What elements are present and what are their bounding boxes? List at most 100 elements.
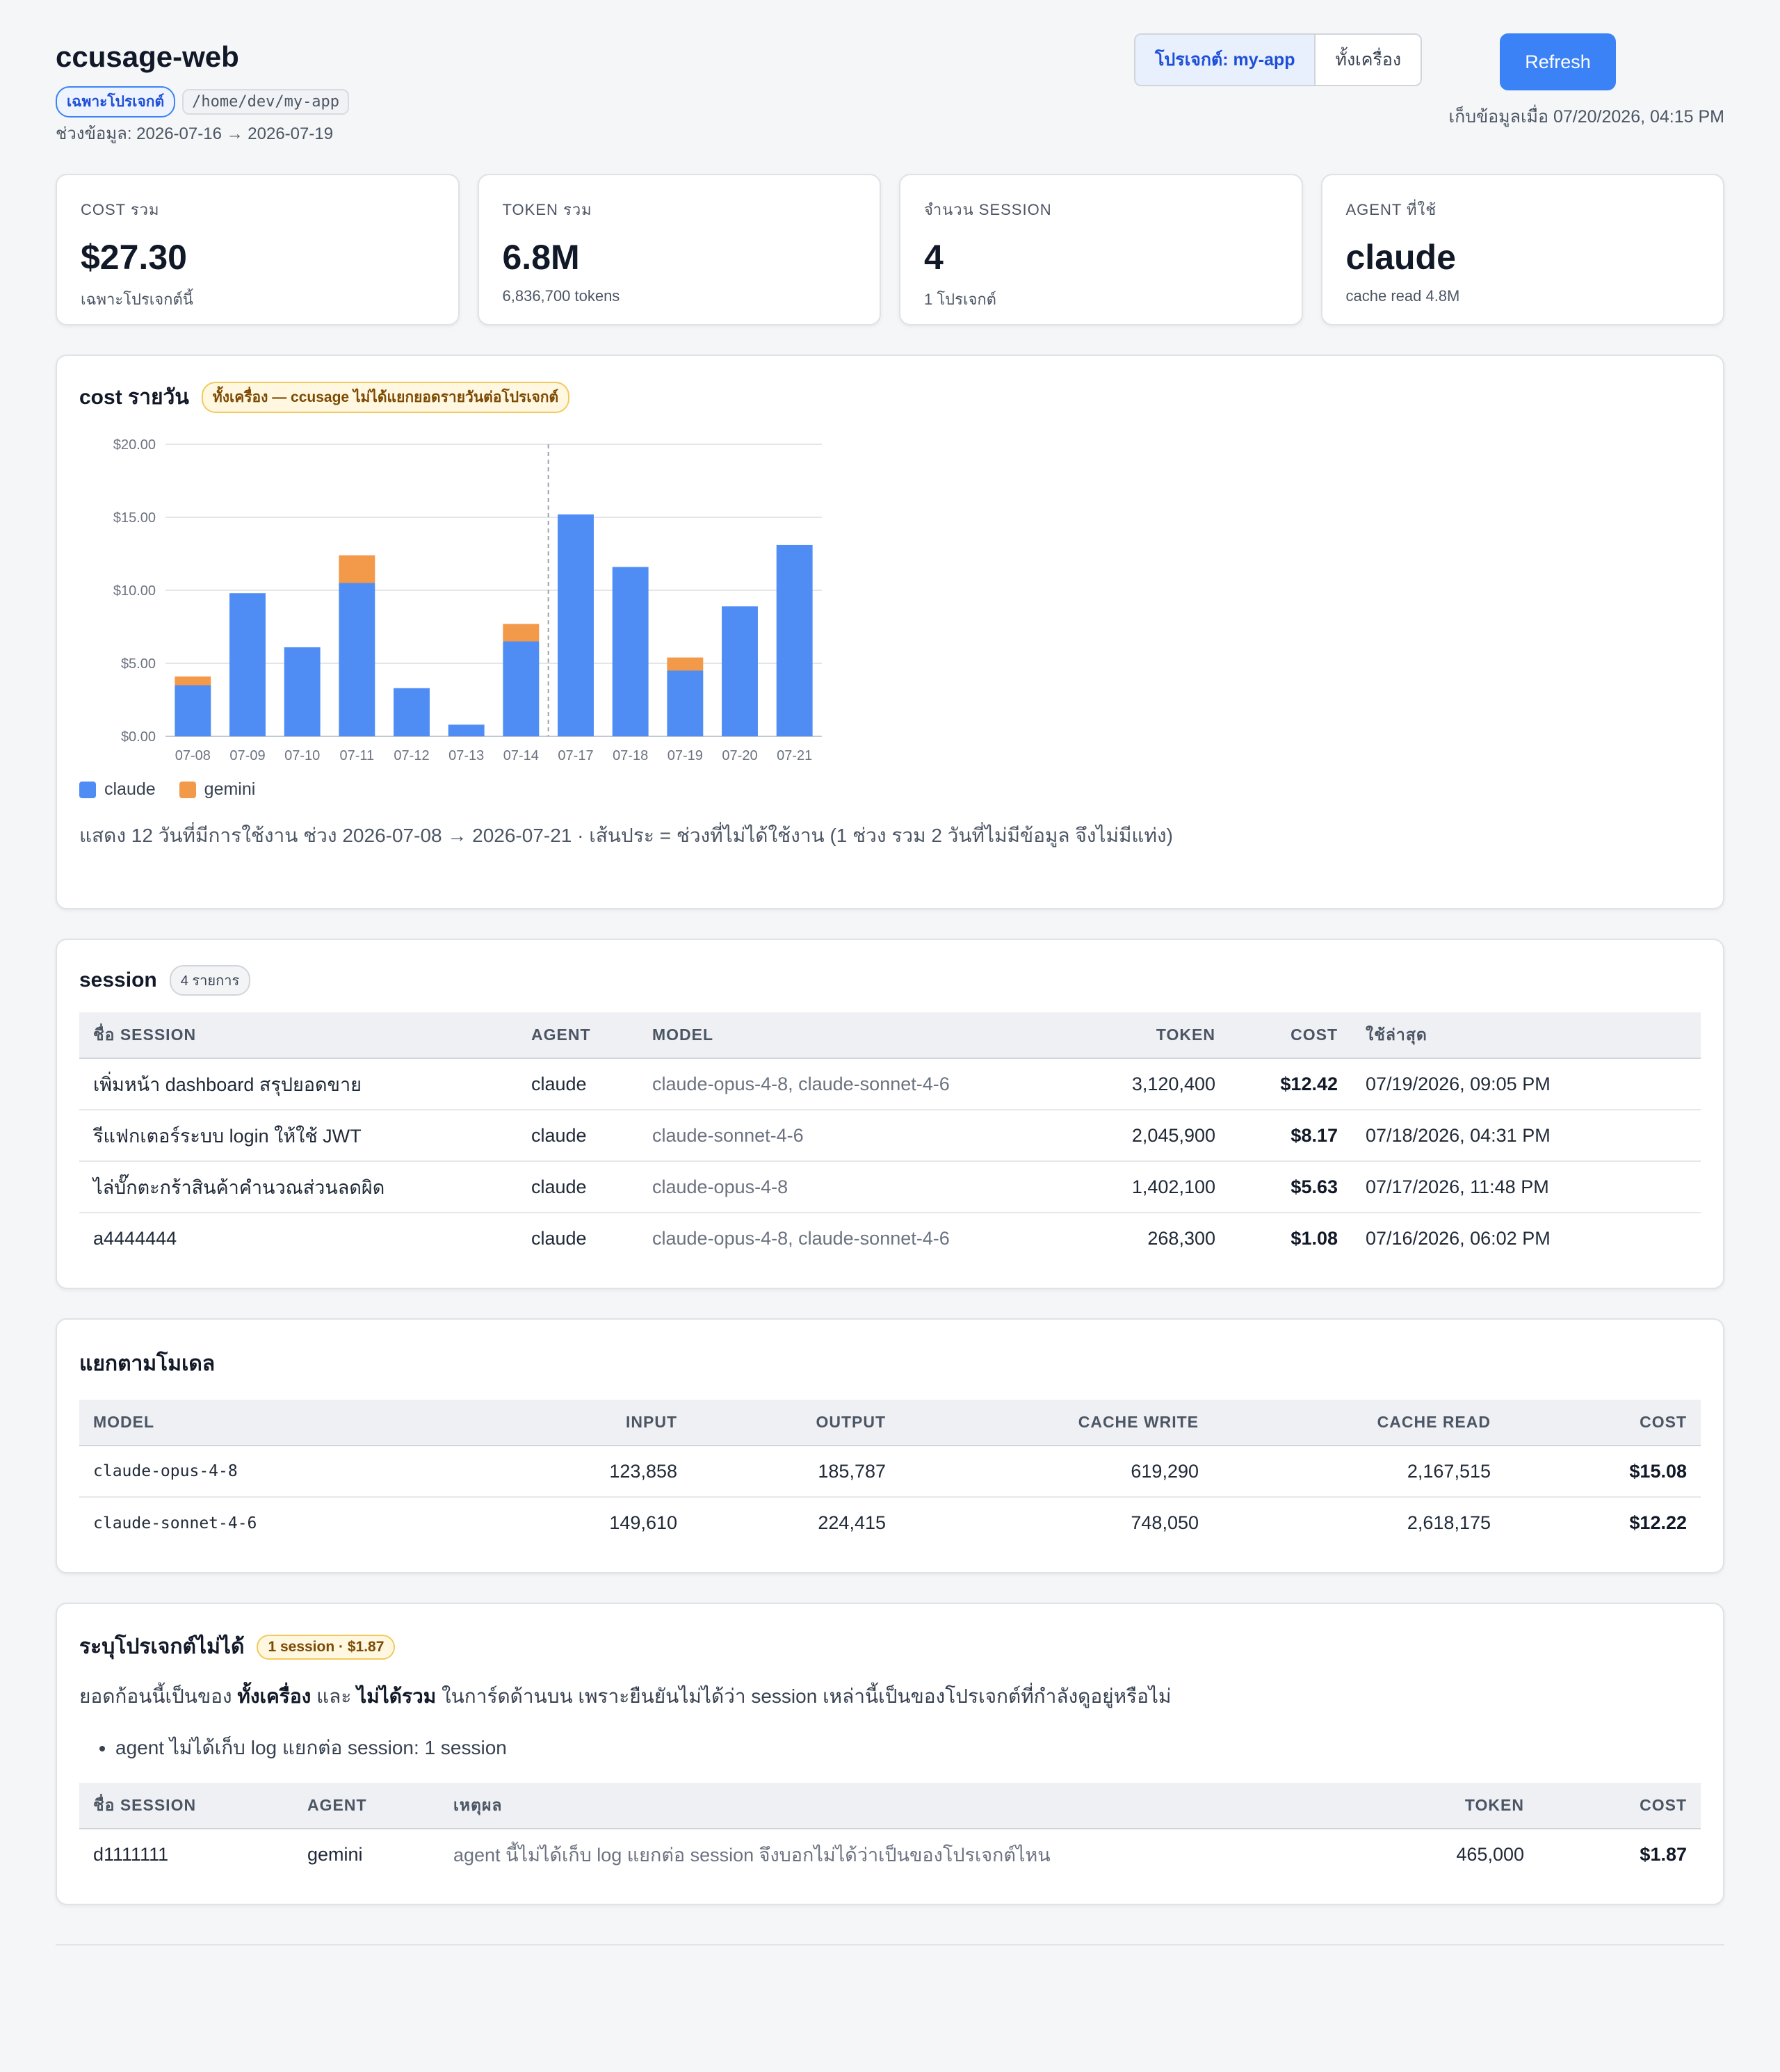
refresh-button[interactable]: Refresh <box>1500 33 1616 90</box>
x-tick-label: 07-08 <box>175 748 211 763</box>
col-input: INPUT <box>469 1400 691 1446</box>
x-tick-label: 07-11 <box>339 748 374 763</box>
daily-cost-chart: $0.00 $5.00 $10.00 $15.00 $20.00 07-08 07-09 07… <box>113 437 822 763</box>
session-name: ไล่บั๊กตะกร้าสินค้าคำนวณส่วนลดผิด <box>79 1161 517 1213</box>
x-tick-label: 07-13 <box>448 748 484 763</box>
stat-label: จำนวน SESSION <box>924 201 1052 218</box>
data-range: ช่วงข้อมูล: 2026-07-16 → 2026-07-19 <box>56 124 334 143</box>
legend-item-gemini: gemini <box>179 779 256 800</box>
session-agent: claude <box>517 1161 638 1213</box>
col-last-used: ใช้ล่าสุด <box>1352 1012 1701 1059</box>
col-cost: COST <box>1229 1012 1352 1059</box>
col-session-name: ชื่อ SESSION <box>79 1012 517 1059</box>
col-agent: AGENT <box>517 1012 638 1059</box>
legend-label: gemini <box>204 779 256 799</box>
session-token: 268,300 <box>1147 1228 1215 1249</box>
col-model: MODEL <box>79 1400 469 1446</box>
session-cost: $12.42 <box>1229 1058 1352 1110</box>
chart-note: แสดง 12 วันที่มีการใช้งาน ช่วง 2026-07-0… <box>79 825 1173 846</box>
stat-cards: COST รวม $27.30 เฉพาะโปรเจกต์นี้ TOKEN ร… <box>56 174 1724 325</box>
stat-value: claude <box>1345 238 1456 277</box>
table-row[interactable]: รีแฟกเตอร์ระบบ login ให้ใช้ JWT claude c… <box>79 1110 1701 1162</box>
legend-item-claude: claude <box>79 779 156 800</box>
col-model: MODEL <box>638 1012 1069 1059</box>
session-last-used: 07/17/2026, 11:48 PM <box>1352 1161 1701 1213</box>
scope-machine-button[interactable]: ทั้งเครื่อง <box>1316 35 1421 85</box>
session-reason: agent นี้ไม่ได้เก็บ log แยกต่อ session จ… <box>453 1845 1051 1865</box>
app-title: ccusage-web <box>56 40 239 73</box>
text-emphasis: ไม่ได้รวม <box>357 1685 437 1707</box>
session-model: claude-opus-4-8, claude-sonnet-4-6 <box>652 1228 950 1249</box>
stat-value: 4 <box>924 238 944 277</box>
stat-card-agent: AGENT ที่ใช้ claude cache read 4.8M <box>1320 174 1724 325</box>
x-tick-label: 07-14 <box>503 748 539 763</box>
bar-claude <box>776 544 813 736</box>
model-cache-write: 619,290 <box>900 1446 1213 1498</box>
bar-claude <box>667 670 704 736</box>
table-row[interactable]: เพิ่มหน้า dashboard สรุปยอดขาย claude cl… <box>79 1058 1701 1110</box>
y-tick-label: $0.00 <box>121 729 156 745</box>
bar-claude <box>612 567 649 736</box>
model-input: 123,858 <box>469 1446 691 1498</box>
session-cost: $5.63 <box>1229 1161 1352 1213</box>
collected-timestamp: เก็บข้อมูลเมื่อ 07/20/2026, 04:15 PM <box>1448 107 1724 127</box>
model-name: claude-opus-4-8 <box>79 1446 469 1498</box>
model-cost: $12.22 <box>1629 1512 1687 1533</box>
y-tick-label: $5.00 <box>121 656 156 672</box>
model-output: 185,787 <box>691 1446 900 1498</box>
bar-claude <box>448 725 485 736</box>
legend-swatch <box>79 781 96 798</box>
scope-project-button[interactable]: โปรเจกต์: my-app <box>1135 35 1316 85</box>
table-header-row: ชื่อ SESSION AGENT MODEL TOKEN COST ใช้ล… <box>79 1012 1701 1059</box>
chart-legend: claude gemini <box>79 779 1701 800</box>
unassigned-card: ระบุโปรเจกต์ไม่ได้ 1 session · $1.87 ยอด… <box>56 1603 1724 1905</box>
bar-claude <box>284 647 321 736</box>
table-row[interactable]: ไล่บั๊กตะกร้าสินค้าคำนวณส่วนลดผิด claude… <box>79 1161 1701 1213</box>
session-model: claude-sonnet-4-6 <box>638 1110 1069 1162</box>
session-cost: $1.08 <box>1290 1228 1338 1249</box>
session-agent: claude <box>517 1058 638 1110</box>
session-last-used: 07/19/2026, 09:05 PM <box>1352 1058 1701 1110</box>
bar-gemini <box>175 676 211 686</box>
session-last-used: 07/18/2026, 04:31 PM <box>1352 1110 1701 1162</box>
session-agent: gemini <box>307 1844 363 1865</box>
session-token: 2,045,900 <box>1069 1110 1229 1162</box>
session-name: d1111111 <box>93 1844 169 1865</box>
legend-label: claude <box>104 779 156 799</box>
text-part: และ <box>311 1685 357 1707</box>
unassigned-badge: 1 session · $1.87 <box>257 1634 396 1660</box>
sessions-title: session <box>79 969 157 992</box>
col-cache-read: CACHE READ <box>1213 1400 1505 1446</box>
table-row[interactable]: d1111111 gemini agent นี้ไม่ได้เก็บ log … <box>79 1829 1701 1880</box>
session-agent: claude <box>517 1110 638 1162</box>
stat-sub: cache read 4.8M <box>1345 287 1460 305</box>
scope-toggle: โปรเจกต์: my-app ทั้งเครื่อง <box>1134 33 1423 86</box>
bar-gemini <box>339 555 375 583</box>
col-cost: COST <box>1538 1783 1701 1829</box>
col-session-name: ชื่อ SESSION <box>79 1783 293 1829</box>
unassigned-explanation: ยอดก้อนนี้เป็นของ ทั้งเครื่อง และ ไม่ได้… <box>79 1681 1701 1712</box>
table-header-row: ชื่อ SESSION AGENT เหตุผล TOKEN COST <box>79 1783 1701 1829</box>
col-cache-write: CACHE WRITE <box>900 1400 1213 1446</box>
unassigned-table: ชื่อ SESSION AGENT เหตุผล TOKEN COST d11… <box>79 1783 1701 1880</box>
footer-divider <box>56 1944 1724 1945</box>
stat-value: $27.30 <box>81 238 187 277</box>
model-cache-read: 2,618,175 <box>1407 1512 1491 1533</box>
session-model: claude-opus-4-8 <box>638 1161 1069 1213</box>
session-token: 465,000 <box>1456 1844 1524 1865</box>
table-row[interactable]: a4444444 claude claude-opus-4-8, claude-… <box>79 1213 1701 1264</box>
text-part: ในการ์ดด้านบน เพราะยืนยันไม่ได้ว่า sessi… <box>436 1685 1172 1707</box>
x-tick-label: 07-09 <box>229 748 265 763</box>
x-tick-label: 07-12 <box>394 748 429 763</box>
col-token: TOKEN <box>1329 1783 1538 1829</box>
col-reason: เหตุผล <box>439 1783 1329 1829</box>
session-model: claude-opus-4-8, claude-sonnet-4-6 <box>638 1058 1069 1110</box>
daily-cost-card: cost รายวัน ทั้งเครื่อง — ccusage ไม่ได้… <box>56 355 1724 909</box>
stat-value: 6.8M <box>502 238 580 277</box>
x-tick-label: 07-19 <box>668 748 703 763</box>
x-tick-label: 07-17 <box>558 748 593 763</box>
daily-cost-title: cost รายวัน <box>79 386 189 409</box>
model-cache-write: 748,050 <box>1131 1512 1199 1533</box>
sessions-count-badge: 4 รายการ <box>169 965 251 996</box>
stat-card-sessions: จำนวน SESSION 4 1 โปรเจกต์ <box>899 174 1303 325</box>
